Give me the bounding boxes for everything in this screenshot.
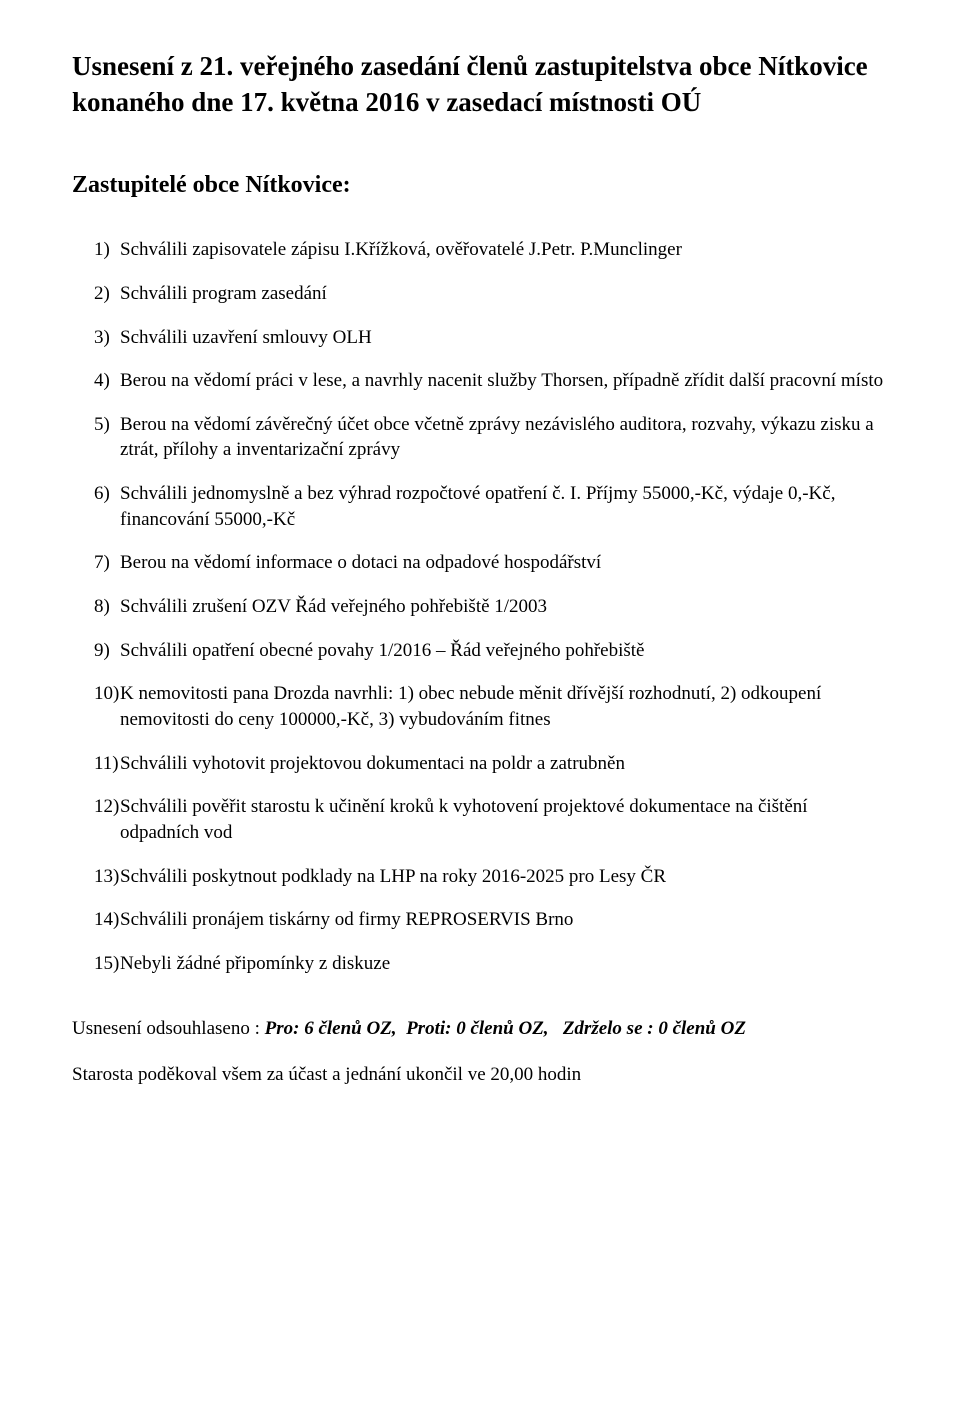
footer: Usnesení odsouhlaseno : Pro: 6 členů OZ,… (72, 1016, 888, 1087)
vote-result: Usnesení odsouhlaseno : Pro: 6 členů OZ,… (72, 1016, 888, 1042)
resolution-list: Schválili zapisovatele zápisu I.Křížková… (72, 237, 888, 976)
vote-pro: Pro: 6 členů OZ, (265, 1018, 397, 1039)
list-item: Schválili jednomyslně a bez výhrad rozpo… (94, 481, 888, 532)
list-item: Schválili zapisovatele zápisu I.Křížková… (94, 237, 888, 263)
list-item: Schválili zrušení OZV Řád veřejného pohř… (94, 594, 888, 620)
list-item: Schválili uzavření smlouvy OLH (94, 325, 888, 351)
list-item: Schválili pověřit starostu k učinění kro… (94, 794, 888, 845)
list-item: K nemovitosti pana Drozda navrhli: 1) ob… (94, 681, 888, 732)
list-item: Schválili program zasedání (94, 281, 888, 307)
vote-proti: Proti: 0 členů OZ, (406, 1018, 549, 1039)
list-item: Schválili opatření obecné povahy 1/2016 … (94, 638, 888, 664)
list-item: Berou na vědomí práci v lese, a navrhly … (94, 368, 888, 394)
vote-prefix: Usnesení odsouhlaseno : (72, 1018, 265, 1039)
vote-zdrzelo: Zdrželo se : 0 členů OZ (563, 1018, 746, 1039)
list-item: Schválili poskytnout podklady na LHP na … (94, 864, 888, 890)
closing-line: Starosta poděkoval všem za účast a jedná… (72, 1062, 888, 1088)
list-item: Nebyli žádné připomínky z diskuze (94, 951, 888, 977)
list-item: Berou na vědomí závěrečný účet obce včet… (94, 412, 888, 463)
list-item: Schválili pronájem tiskárny od firmy REP… (94, 907, 888, 933)
document-subtitle: Zastupitelé obce Nítkovice: (72, 169, 888, 201)
list-item: Berou na vědomí informace o dotaci na od… (94, 550, 888, 576)
list-item: Schválili vyhotovit projektovou dokument… (94, 751, 888, 777)
document-title: Usnesení z 21. veřejného zasedání členů … (72, 48, 888, 121)
